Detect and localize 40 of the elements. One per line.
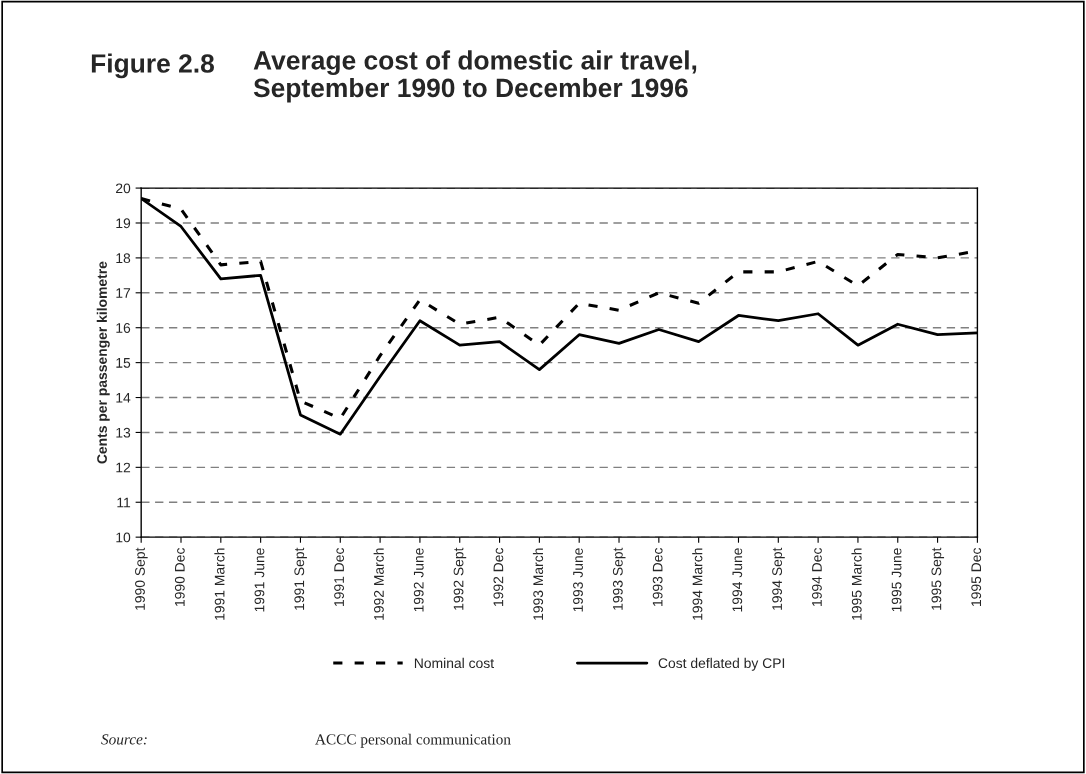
source-note: Source: [101, 734, 147, 745]
x-tick-label: 1993 Sept [612, 547, 626, 610]
x-tick-label: 1993 Dec [652, 547, 663, 606]
x-tick-label: 1992 Dec [493, 547, 504, 606]
y-tick-label: 13 [116, 427, 131, 438]
x-tick-label: 1991 Dec [334, 547, 345, 606]
x-tick-label: 1990 Dec [174, 547, 185, 606]
x-tick-label: 1994 Dec [812, 547, 822, 606]
x-tick-label: 1994 March [692, 548, 703, 620]
x-tick-label: 1995 Sept [931, 547, 945, 610]
x-tick-label: 1991 June [254, 548, 265, 612]
y-tick-label: 19 [116, 218, 131, 229]
x-tick-label: 1994 June [732, 548, 743, 612]
y-tick-label: 12 [116, 462, 131, 473]
x-tick-label: 1990 Sept [135, 547, 148, 610]
y-tick-label: 11 [117, 497, 131, 508]
x-tick-label: 1993 March [532, 548, 544, 620]
x-tick-label: 1991 March [214, 548, 225, 620]
y-tick-label: 15 [116, 358, 131, 368]
chart-subtitle: Average cost of domestic air travel, September 1990 to December 1996 [253, 50, 697, 103]
text: ACCC personal communication [315, 733, 511, 748]
y-tick-label: 18 [116, 253, 131, 264]
y-tick-label: 16 [116, 323, 131, 333]
x-tick-label: 1992 June [413, 548, 424, 612]
x-tick-label: 1992 Sept [453, 547, 467, 610]
legend-label: Nominal cost [414, 657, 494, 669]
x-tick-label: 1992 March [373, 548, 384, 620]
y-tick-label: 14 [116, 393, 131, 403]
x-tick-label: 1994 Sept [772, 547, 785, 610]
y-tick-label: 17 [116, 288, 131, 298]
x-tick-label: 1995 March [851, 548, 862, 620]
chart-title: Figure 2.8 [91, 53, 214, 79]
y-tick-label: 20 [116, 183, 131, 194]
x-tick-label: 1991 Sept [294, 547, 307, 610]
x-tick-label: 1995 Dec [971, 547, 982, 606]
x-tick-label: 1993 June [573, 548, 583, 612]
legend-label: Cost deflated by CPI [658, 657, 785, 671]
x-tick-label: 1995 June [891, 548, 902, 612]
y-axis-title: Cents per passenger kilometre [96, 261, 110, 464]
y-tick-label: 10 [116, 532, 131, 543]
